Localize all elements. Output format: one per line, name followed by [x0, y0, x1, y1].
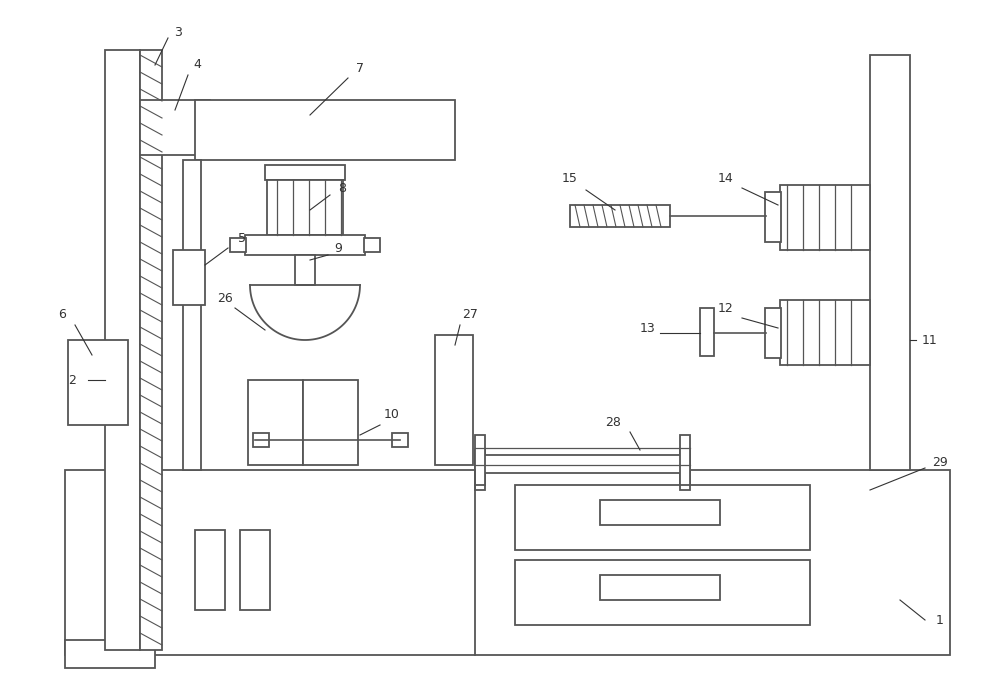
Bar: [780, 300, 870, 365]
Bar: [65, 640, 155, 668]
Bar: [265, 165, 345, 180]
Text: 1: 1: [936, 613, 944, 626]
Text: 6: 6: [58, 308, 66, 322]
Text: 10: 10: [384, 408, 400, 421]
Bar: [700, 308, 714, 356]
Bar: [680, 450, 690, 490]
Bar: [65, 470, 950, 655]
Text: 14: 14: [718, 171, 734, 184]
Bar: [475, 435, 485, 485]
Bar: [267, 180, 343, 235]
Text: 28: 28: [605, 416, 621, 430]
Bar: [295, 255, 315, 285]
Text: 8: 8: [338, 182, 346, 195]
Bar: [303, 380, 358, 465]
Bar: [570, 205, 670, 227]
Bar: [68, 340, 128, 425]
Text: 13: 13: [640, 322, 656, 335]
Bar: [392, 433, 408, 447]
Bar: [364, 238, 380, 252]
Text: 4: 4: [193, 58, 201, 71]
Text: 3: 3: [174, 26, 182, 39]
Bar: [140, 100, 210, 155]
Text: 12: 12: [718, 301, 734, 315]
Text: 7: 7: [356, 62, 364, 75]
Bar: [475, 450, 485, 490]
Bar: [195, 530, 225, 610]
Text: 29: 29: [932, 455, 948, 468]
Bar: [515, 560, 810, 625]
Text: 2: 2: [68, 374, 76, 387]
Bar: [765, 192, 781, 242]
Text: 5: 5: [238, 231, 246, 245]
Bar: [475, 455, 690, 473]
Text: 26: 26: [217, 292, 233, 304]
Bar: [248, 380, 303, 465]
Bar: [245, 235, 365, 255]
Bar: [240, 530, 270, 610]
Bar: [765, 308, 781, 358]
Bar: [600, 575, 720, 600]
Bar: [780, 185, 870, 250]
Text: 9: 9: [334, 241, 342, 254]
Bar: [435, 335, 473, 465]
Bar: [680, 435, 690, 485]
Bar: [105, 50, 140, 650]
Text: 11: 11: [922, 333, 938, 346]
Bar: [230, 238, 246, 252]
Bar: [183, 160, 201, 470]
Bar: [195, 100, 455, 160]
Bar: [600, 500, 720, 525]
Bar: [253, 433, 269, 447]
Bar: [140, 50, 162, 650]
Text: 15: 15: [562, 171, 578, 184]
Bar: [173, 250, 205, 305]
Bar: [870, 55, 910, 470]
Bar: [515, 485, 810, 550]
Text: 27: 27: [462, 308, 478, 322]
